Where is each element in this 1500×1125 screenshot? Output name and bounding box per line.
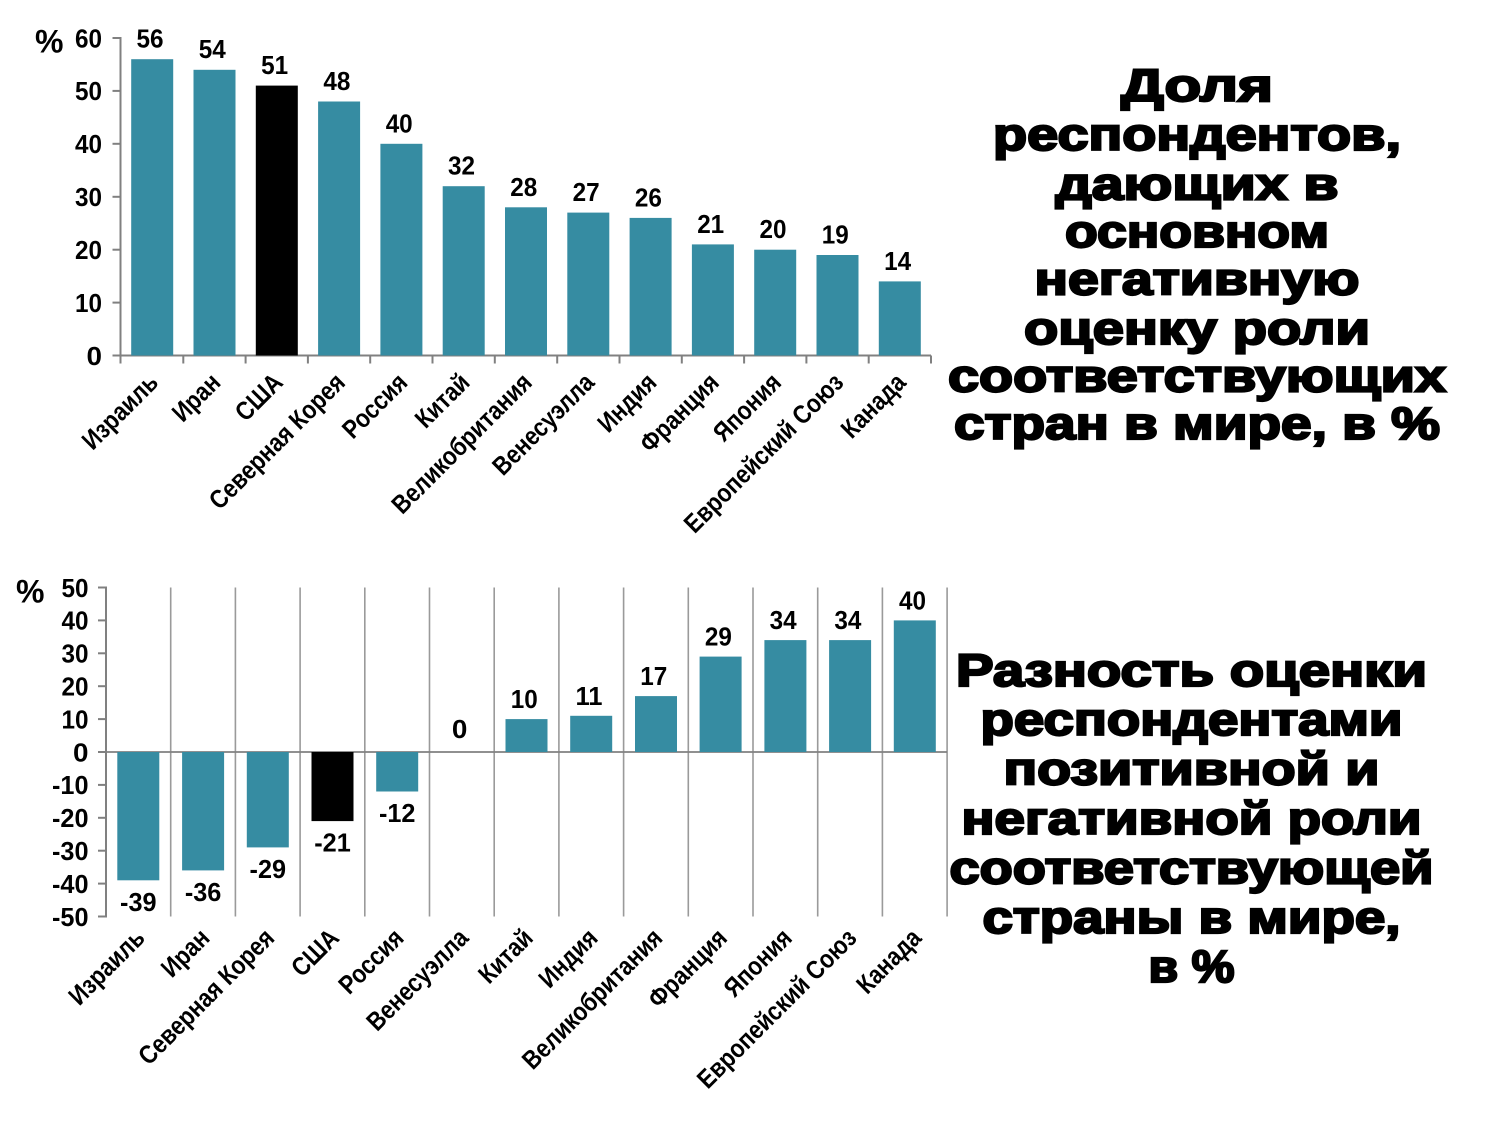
svg-text:40: 40: [75, 129, 102, 159]
svg-text:дающих в: дающих в: [1056, 159, 1339, 210]
svg-text:28: 28: [510, 172, 537, 202]
svg-text:стран в мире, в %: стран в мире, в %: [954, 398, 1440, 449]
svg-text:-36: -36: [185, 877, 222, 907]
svg-text:50: 50: [75, 76, 102, 106]
svg-text:0: 0: [452, 714, 468, 744]
svg-text:основном: основном: [1065, 206, 1329, 257]
svg-text:Доля: Доля: [1121, 60, 1273, 111]
svg-text:10: 10: [62, 704, 89, 734]
svg-text:0: 0: [87, 341, 103, 371]
svg-text:соответствующей: соответствующей: [950, 842, 1434, 893]
svg-text:10: 10: [75, 288, 102, 318]
svg-text:респондентов,: респондентов,: [993, 109, 1401, 160]
svg-text:негативную: негативную: [1035, 254, 1360, 305]
svg-text:40: 40: [386, 108, 413, 138]
svg-text:10: 10: [511, 684, 538, 714]
svg-text:54: 54: [199, 34, 227, 64]
svg-text:0: 0: [73, 737, 89, 767]
svg-text:11: 11: [576, 681, 603, 711]
svg-text:20: 20: [62, 672, 89, 702]
svg-text:страны в мире,: страны в мире,: [983, 892, 1401, 943]
svg-text:20: 20: [75, 235, 102, 265]
svg-text:29: 29: [705, 622, 732, 652]
svg-text:34: 34: [834, 605, 862, 635]
svg-text:-12: -12: [379, 798, 416, 828]
svg-text:60: 60: [75, 23, 102, 53]
svg-text:-40: -40: [52, 869, 89, 899]
svg-text:30: 30: [75, 182, 102, 212]
svg-text:30: 30: [62, 639, 89, 669]
svg-text:20: 20: [760, 214, 787, 244]
svg-text:14: 14: [884, 246, 912, 276]
svg-text:32: 32: [448, 151, 475, 181]
svg-text:40: 40: [899, 585, 926, 615]
svg-text:34: 34: [770, 605, 798, 635]
svg-text:19: 19: [822, 220, 849, 250]
svg-text:48: 48: [323, 66, 350, 96]
svg-text:17: 17: [640, 661, 667, 691]
svg-text:50: 50: [62, 573, 89, 603]
svg-text:позитивной и: позитивной и: [1004, 744, 1380, 795]
svg-text:-21: -21: [314, 828, 351, 858]
svg-text:негативной роли: негативной роли: [962, 793, 1422, 844]
svg-text:оценку роли: оценку роли: [1024, 303, 1370, 354]
svg-text:%: %: [35, 24, 63, 60]
svg-text:-20: -20: [52, 803, 89, 833]
svg-text:-50: -50: [52, 902, 89, 932]
svg-text:Разность оценки: Разность оценки: [956, 645, 1427, 696]
svg-text:-10: -10: [52, 770, 89, 800]
svg-text:51: 51: [261, 50, 288, 80]
svg-text:-29: -29: [250, 854, 287, 884]
svg-text:26: 26: [635, 182, 662, 212]
svg-text:56: 56: [137, 24, 164, 54]
svg-text:40: 40: [62, 606, 89, 636]
svg-text:%: %: [16, 574, 44, 610]
svg-text:респондентами: респондентами: [981, 694, 1403, 745]
svg-text:-30: -30: [52, 836, 89, 866]
svg-text:21: 21: [697, 209, 724, 239]
svg-text:в %: в %: [1149, 941, 1235, 992]
svg-text:-39: -39: [120, 887, 157, 917]
svg-text:соответствующих: соответствующих: [948, 351, 1446, 402]
svg-text:27: 27: [573, 177, 600, 207]
